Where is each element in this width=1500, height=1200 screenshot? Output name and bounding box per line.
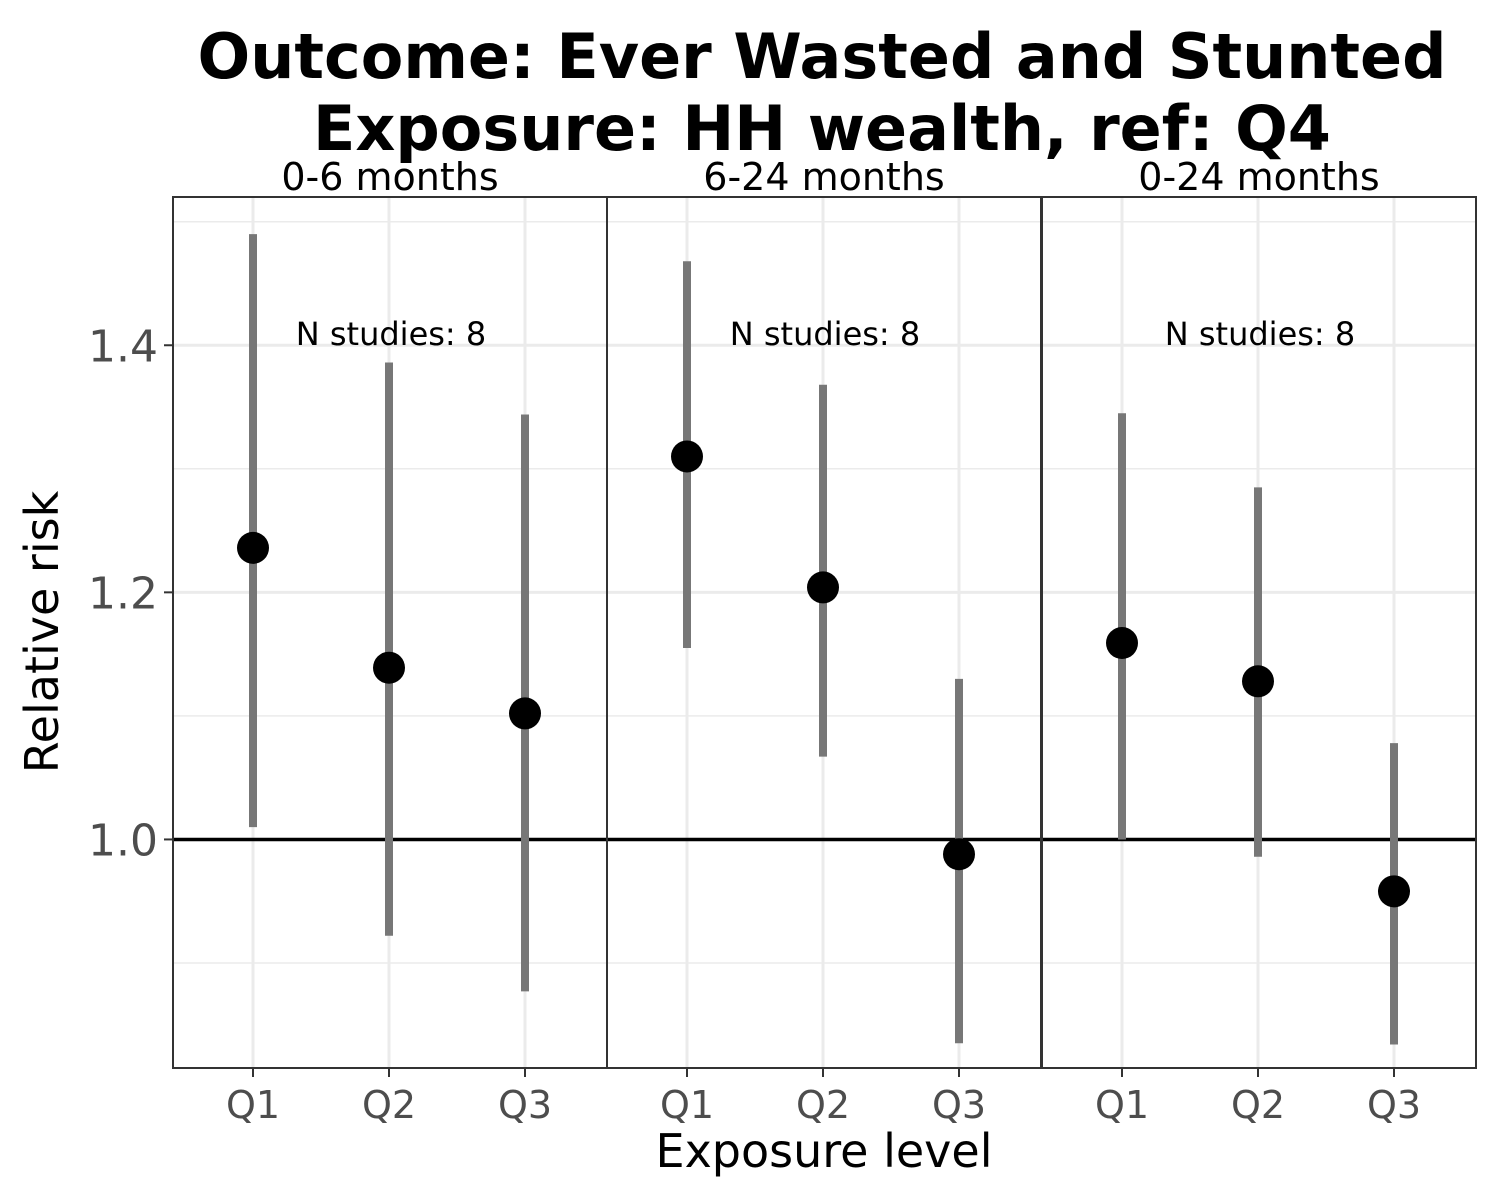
- panel-strip-label: 6-24 months: [703, 155, 944, 199]
- y-axis-title: Relative risk: [15, 490, 69, 773]
- n-studies-annotation: N studies: 8: [730, 315, 920, 353]
- point-estimate-q3: [509, 697, 541, 730]
- n-studies-annotation: N studies: 8: [1165, 315, 1355, 353]
- x-tick-label: Q1: [226, 1083, 280, 1127]
- point-estimate-q2: [807, 571, 839, 604]
- x-tick-label: Q2: [796, 1083, 850, 1127]
- chart-title-line-1: Outcome: Ever Wasted and Stunted: [198, 20, 1447, 93]
- x-tick-label: Q2: [362, 1083, 416, 1127]
- y-tick-label: 1.4: [88, 321, 158, 372]
- point-estimate-q1: [671, 440, 703, 473]
- point-estimate-q3: [1378, 875, 1410, 908]
- y-tick-label: 1.2: [88, 568, 158, 619]
- x-tick-label: Q2: [1231, 1083, 1285, 1127]
- n-studies-annotation: N studies: 8: [296, 315, 486, 353]
- chart-title-line-2: Exposure: HH wealth, ref: Q4: [313, 92, 1331, 165]
- panel-strip-label: 0-24 months: [1138, 155, 1379, 199]
- marks-layer: [237, 234, 1410, 1045]
- x-tick-label: Q3: [932, 1083, 986, 1127]
- x-tick-label: Q1: [1095, 1083, 1149, 1127]
- x-tick-label: Q3: [498, 1083, 552, 1127]
- labels-layer: 0-6 months N studies: 8 Q1 Q2 Q3 6-24 months N…: [88, 155, 1421, 1127]
- panel-strip-label: 0-6 months: [281, 155, 498, 199]
- point-estimate-q2: [373, 651, 405, 684]
- x-tick-label: Q1: [660, 1083, 714, 1127]
- point-estimate-q1: [1106, 627, 1138, 660]
- x-axis-title: Exposure level: [656, 1124, 993, 1178]
- point-estimate-q1: [237, 531, 269, 564]
- y-tick-label: 1.0: [88, 815, 158, 866]
- point-estimate-q2: [1242, 665, 1274, 698]
- point-estimate-q3: [943, 838, 975, 871]
- x-tick-label: Q3: [1367, 1083, 1421, 1127]
